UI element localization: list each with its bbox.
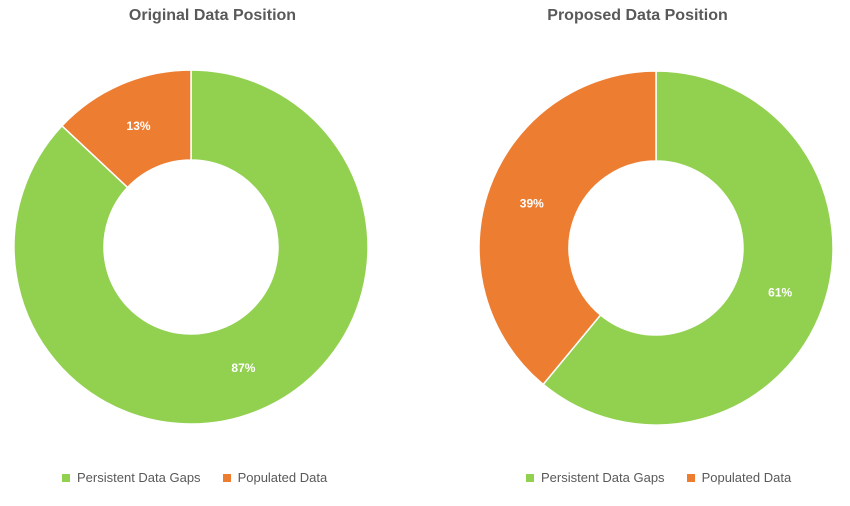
original-data-position-chart: Original Data Position 87% 13% Persistent… (13, 7, 369, 485)
legend-swatch-green (526, 473, 534, 482)
legend-label: Populated Data (237, 470, 328, 485)
donut-chart: 87% 13% (13, 69, 369, 425)
legend-swatch-green (62, 473, 70, 482)
legend-label: Populated Data (701, 470, 792, 485)
slice-persistent-data-gaps (542, 70, 834, 426)
chart-legend: Persistent Data Gaps Populated Data (62, 470, 327, 485)
chart-legend: Persistent Data Gaps Populated Data (526, 470, 791, 485)
data-label-persistent-data-gaps: 61% (768, 286, 792, 300)
data-label-populated-data: 39% (520, 196, 544, 210)
slice-populated-data (60, 69, 192, 189)
data-label-persistent-data-gaps: 87% (231, 361, 255, 375)
legend-item-persistent-data-gaps: Persistent Data Gaps (62, 470, 201, 485)
legend-item-populated-data: Populated Data (222, 470, 328, 485)
donut-chart: 61% 39% (478, 70, 834, 426)
proposed-data-position-chart: Proposed Data Position 61% 39% Persistent… (425, 0, 850, 506)
legend-item-populated-data: Populated Data (686, 470, 792, 485)
slice-populated-data (478, 70, 657, 386)
legend-label: Persistent Data Gaps (77, 470, 201, 485)
chart-title: Proposed Data Position (547, 7, 728, 24)
legend-label: Persistent Data Gaps (541, 470, 665, 485)
data-label-populated-data: 13% (127, 119, 151, 133)
chart-title: Original Data Position (128, 7, 297, 24)
legend-swatch-orange (222, 473, 231, 482)
slice-persistent-data-gaps (13, 69, 369, 425)
legend-swatch-orange (686, 473, 695, 482)
legend-item-persistent-data-gaps: Persistent Data Gaps (526, 470, 665, 485)
